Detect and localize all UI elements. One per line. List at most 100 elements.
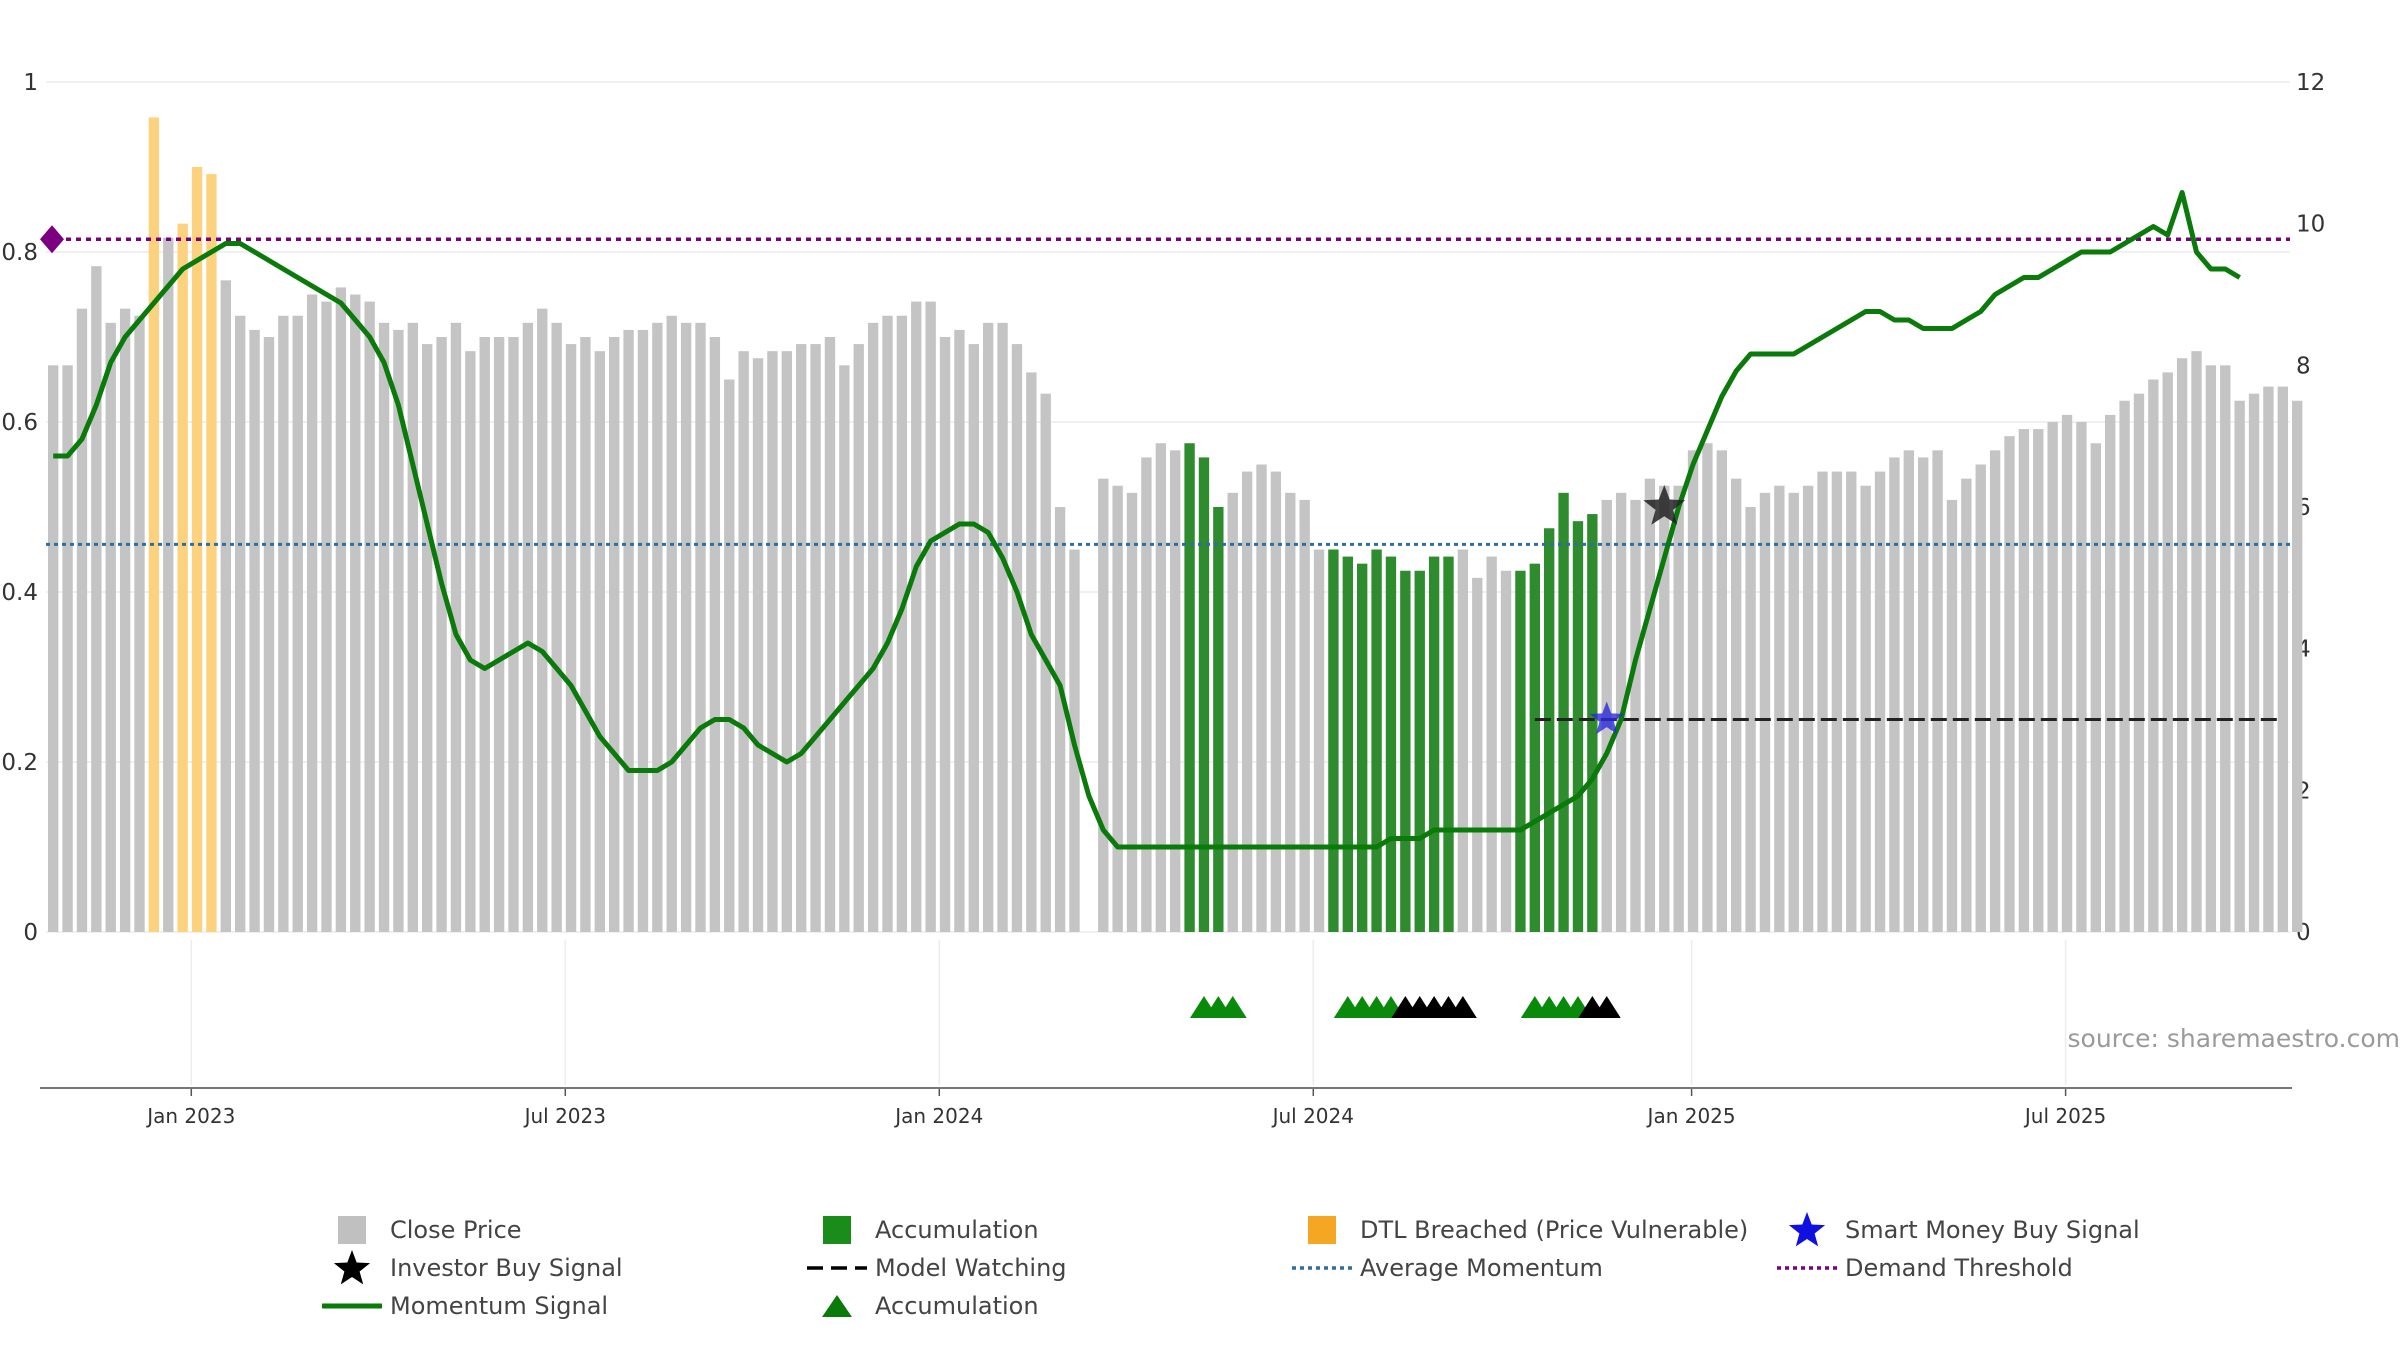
legend-item: Smart Money Buy Signal bbox=[1775, 1212, 2140, 1248]
close-price-bar bbox=[422, 344, 433, 932]
close-price-bar bbox=[1918, 457, 1929, 932]
legend-dotted-icon bbox=[1290, 1250, 1354, 1286]
y-right-tick-label: 8 bbox=[2296, 353, 2311, 379]
close-price-bar bbox=[1874, 471, 1886, 932]
close-price-bar bbox=[968, 344, 979, 932]
close-price-bar bbox=[738, 351, 749, 933]
dtl-breached-bar bbox=[148, 117, 160, 932]
close-price-bar bbox=[1774, 485, 1785, 932]
close-price-bar bbox=[565, 344, 577, 932]
close-price-bar bbox=[1299, 499, 1310, 932]
close-price-bar bbox=[997, 322, 1008, 932]
legend-label: Demand Threshold bbox=[1845, 1254, 2073, 1282]
close-price-bar bbox=[882, 315, 893, 932]
close-price-bar bbox=[2277, 386, 2288, 932]
accumulation-triangle-watch bbox=[1448, 996, 1477, 1018]
dtl-breached-bar bbox=[191, 167, 203, 932]
accumulation-bar bbox=[1342, 556, 1353, 932]
legend-triangle-icon bbox=[805, 1288, 869, 1324]
y-left-tick-label: 0.2 bbox=[1, 750, 38, 776]
close-price-bar bbox=[278, 315, 289, 932]
close-price-bar bbox=[1860, 485, 1871, 932]
close-price-bar bbox=[1486, 556, 1497, 932]
close-price-bar bbox=[824, 337, 836, 932]
close-price-bar bbox=[1745, 507, 1756, 932]
close-price-bar bbox=[91, 266, 102, 933]
accumulation-bar bbox=[1198, 457, 1210, 932]
y-left-tick-label: 0.6 bbox=[1, 410, 38, 436]
close-price-bar bbox=[1011, 344, 1023, 932]
legend-label: Investor Buy Signal bbox=[390, 1254, 623, 1282]
close-price-bar bbox=[1270, 471, 1282, 932]
close-price-bar bbox=[1831, 471, 1843, 932]
close-price-bar bbox=[1788, 492, 1799, 932]
legend-item: Average Momentum bbox=[1290, 1250, 1603, 1286]
close-price-bar bbox=[925, 301, 936, 932]
y-right-tick-label: 12 bbox=[2296, 70, 2325, 96]
close-price-bar bbox=[1659, 485, 1670, 932]
investor-buy-signal-star bbox=[1643, 485, 1686, 525]
close-price-bar bbox=[839, 365, 850, 932]
close-price-bar bbox=[954, 329, 965, 933]
close-price-bar bbox=[378, 322, 390, 932]
close-price-bar bbox=[709, 337, 721, 932]
close-price-bar bbox=[393, 329, 404, 933]
close-price-bar bbox=[1126, 492, 1138, 932]
close-price-bar bbox=[1932, 450, 1943, 932]
close-price-bar bbox=[2292, 400, 2303, 932]
legend-item: Accumulation bbox=[805, 1212, 1039, 1248]
close-price-bar bbox=[623, 329, 634, 933]
accumulation-bar bbox=[1213, 507, 1224, 932]
close-price-bar bbox=[810, 344, 821, 932]
source-label: source: sharemaestro.com bbox=[2067, 1024, 2400, 1053]
close-price-bar bbox=[939, 337, 951, 932]
accumulation-bar bbox=[1184, 443, 1195, 932]
legend-star-icon bbox=[1775, 1212, 1839, 1248]
demand-threshold-diamond bbox=[40, 225, 64, 254]
close-price-bar bbox=[652, 322, 663, 932]
close-price-bar bbox=[1846, 471, 1857, 932]
close-price-bar bbox=[1054, 507, 1066, 932]
legend-label: Model Watching bbox=[875, 1254, 1067, 1282]
close-price-bar bbox=[911, 301, 922, 932]
close-price-bar bbox=[436, 337, 447, 932]
close-price-bar bbox=[479, 337, 490, 932]
close-price-bar bbox=[1889, 457, 1900, 932]
close-price-bar bbox=[163, 237, 174, 933]
close-price-bar bbox=[537, 308, 548, 933]
legend-item: Investor Buy Signal bbox=[320, 1250, 623, 1286]
close-price-bar bbox=[1112, 485, 1123, 932]
close-price-bar bbox=[321, 301, 332, 932]
close-price-bar bbox=[1802, 485, 1814, 932]
legend-item: Momentum Signal bbox=[320, 1288, 608, 1324]
close-price-bar bbox=[235, 315, 246, 932]
x-tick-label: Jul 2025 bbox=[2023, 1104, 2106, 1128]
accumulation-bar bbox=[1558, 492, 1569, 932]
close-price-bar bbox=[105, 322, 116, 932]
close-price-bar bbox=[1961, 478, 1972, 932]
close-price-bar bbox=[2105, 414, 2116, 933]
accumulation-bar bbox=[1544, 528, 1555, 932]
legend-square-icon bbox=[1290, 1212, 1354, 1248]
close-price-bar bbox=[1472, 577, 1483, 932]
close-price-bar bbox=[551, 322, 562, 932]
legend: Close Price Accumulation DTL Breached (Pri… bbox=[0, 1212, 2400, 1342]
legend-square-icon bbox=[805, 1212, 869, 1248]
close-price-bar bbox=[2004, 436, 2015, 932]
close-price-bar bbox=[306, 294, 318, 932]
accumulation-triangle bbox=[1218, 996, 1247, 1018]
close-price-bar bbox=[350, 294, 361, 932]
close-price-bar bbox=[2148, 379, 2159, 932]
x-tick-label: Jul 2023 bbox=[523, 1104, 606, 1128]
close-price-bar bbox=[407, 322, 418, 932]
close-price-bar bbox=[867, 322, 879, 932]
close-price-bar bbox=[1716, 450, 1727, 932]
legend-item: DTL Breached (Price Vulnerable) bbox=[1290, 1212, 1748, 1248]
close-price-bar bbox=[62, 365, 73, 932]
accumulation-bar bbox=[1428, 556, 1440, 932]
legend-square-icon bbox=[320, 1212, 384, 1248]
close-price-bar bbox=[2234, 400, 2245, 932]
legend-star-icon bbox=[320, 1250, 384, 1286]
close-price-bar bbox=[1170, 450, 1181, 932]
close-price-bar bbox=[2176, 358, 2188, 932]
